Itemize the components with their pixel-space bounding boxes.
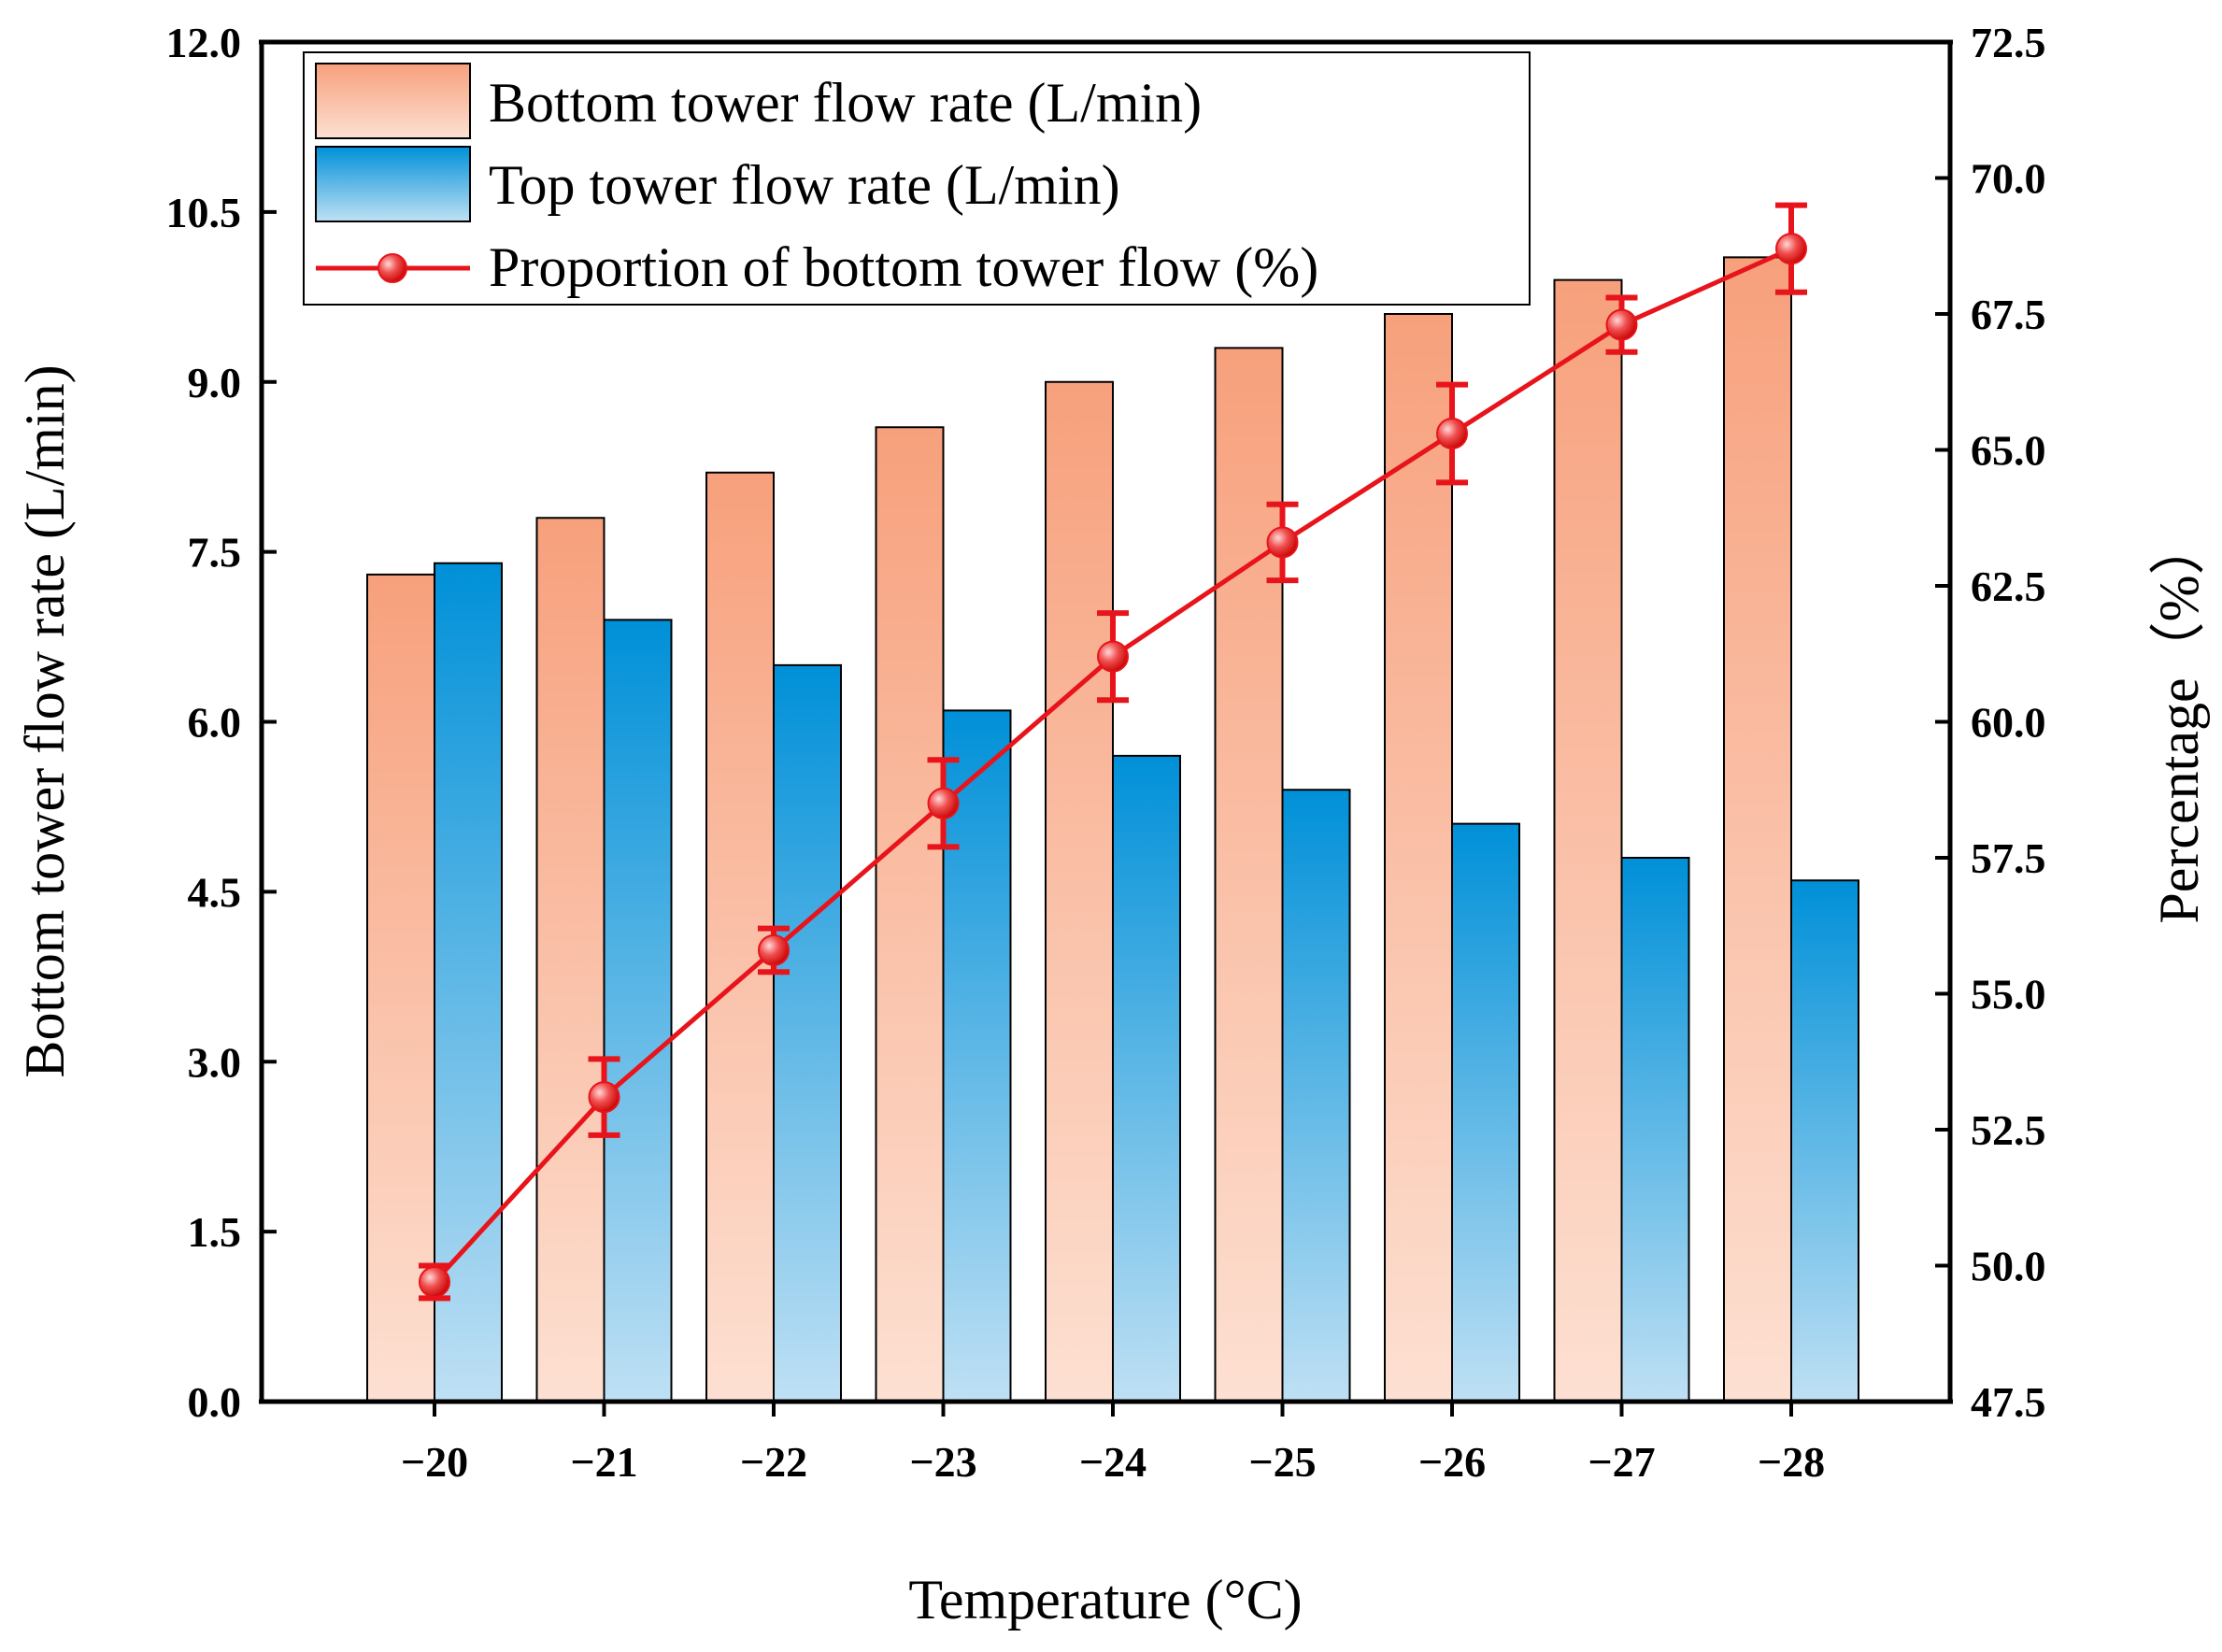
proportion-point-0 bbox=[419, 1265, 450, 1298]
proportion-point-2 bbox=[758, 933, 790, 966]
bar-top-7 bbox=[1620, 857, 1690, 1403]
bar-bottom-5 bbox=[1214, 347, 1284, 1403]
x-tick-label-6: −26 bbox=[1418, 1438, 1486, 1486]
left-y-axis-title: Bottom tower flow rate (L/min) bbox=[14, 364, 76, 1077]
right-tick-label-7: 65.0 bbox=[1971, 427, 2046, 475]
bar-top-2 bbox=[773, 663, 842, 1403]
right-tick-label-2: 52.5 bbox=[1971, 1106, 2046, 1154]
bar-bottom-4 bbox=[1045, 380, 1114, 1403]
proportion-point-5 bbox=[1266, 526, 1299, 559]
x-tick-label-7: −27 bbox=[1588, 1438, 1655, 1486]
top-flow-bars bbox=[434, 562, 1859, 1403]
left-tick-label-4: 6.0 bbox=[188, 699, 242, 747]
bar-bottom-2 bbox=[705, 471, 775, 1403]
x-tick-label-2: −22 bbox=[740, 1438, 807, 1486]
bar-top-0 bbox=[434, 562, 503, 1403]
proportion-point-6 bbox=[1436, 418, 1468, 450]
proportion-point-3 bbox=[927, 787, 960, 819]
left-y-ticks: 0.0 1.5 3.0 4.5 6.0 7.5 9.0 10.5 12.0 bbox=[166, 19, 277, 1426]
right-tick-label-8: 67.5 bbox=[1971, 291, 2046, 338]
bar-bottom-7 bbox=[1553, 278, 1623, 1403]
bar-bottom-6 bbox=[1384, 313, 1453, 1403]
left-tick-label-1: 1.5 bbox=[188, 1208, 242, 1256]
x-tick-label-0: −20 bbox=[401, 1438, 468, 1486]
bar-top-8 bbox=[1790, 879, 1859, 1403]
x-tick-label-5: −25 bbox=[1248, 1438, 1316, 1486]
bar-top-6 bbox=[1451, 822, 1520, 1403]
bar-bottom-1 bbox=[535, 517, 605, 1403]
right-y-ticks: 47.5 50.0 52.5 55.0 57.5 60.0 62.5 65.0 67.5 70.0… bbox=[1935, 19, 2046, 1426]
right-tick-label-6: 62.5 bbox=[1971, 563, 2046, 610]
right-y-axis-title: Percentage（%） bbox=[2148, 519, 2210, 923]
proportion-point-4 bbox=[1097, 640, 1129, 673]
x-tick-label-3: −23 bbox=[909, 1438, 976, 1486]
bar-top-1 bbox=[603, 619, 673, 1403]
left-tick-label-8: 12.0 bbox=[166, 19, 242, 66]
left-tick-label-7: 10.5 bbox=[166, 189, 242, 236]
left-tick-label-5: 7.5 bbox=[188, 529, 242, 577]
right-tick-label-9: 70.0 bbox=[1971, 155, 2046, 203]
proportion-point-1 bbox=[588, 1081, 620, 1114]
legend: Bottom tower flow rate (L/min) Top tower… bbox=[303, 51, 1531, 306]
legend-label-proportion: Proportion of bottom tower flow (%) bbox=[489, 236, 1318, 298]
left-tick-label-3: 4.5 bbox=[188, 868, 242, 916]
proportion-point-7 bbox=[1605, 308, 1638, 341]
bar-top-3 bbox=[942, 709, 1012, 1403]
proportion-point-8 bbox=[1775, 233, 1807, 265]
legend-marker-proportion bbox=[377, 253, 407, 283]
legend-swatch-bottom bbox=[315, 63, 471, 139]
legend-swatch-top bbox=[315, 146, 471, 222]
legend-label-bottom: Bottom tower flow rate (L/min) bbox=[489, 72, 1202, 134]
right-tick-label-10: 72.5 bbox=[1971, 19, 2046, 66]
right-tick-label-1: 50.0 bbox=[1971, 1243, 2046, 1290]
left-tick-label-2: 3.0 bbox=[188, 1038, 242, 1086]
x-tick-label-8: −28 bbox=[1758, 1438, 1825, 1486]
legend-box bbox=[303, 51, 1531, 306]
legend-label-top: Top tower flow rate (L/min) bbox=[489, 154, 1120, 216]
proportion-line-series bbox=[419, 202, 1807, 1302]
right-tick-label-3: 55.0 bbox=[1971, 971, 2046, 1018]
bar-top-5 bbox=[1281, 789, 1351, 1403]
bar-bottom-8 bbox=[1723, 256, 1792, 1403]
right-tick-label-4: 57.5 bbox=[1971, 834, 2046, 882]
left-tick-label-6: 9.0 bbox=[188, 359, 242, 406]
right-tick-label-0: 47.5 bbox=[1971, 1378, 2046, 1426]
bottom-flow-bars bbox=[366, 256, 1792, 1403]
bar-top-4 bbox=[1112, 754, 1181, 1403]
right-tick-label-5: 60.0 bbox=[1971, 699, 2046, 747]
x-ticks: −20 −21 −22 −23 −24 −25 −26 −27 −28 bbox=[401, 1402, 1825, 1486]
left-tick-label-0: 0.0 bbox=[188, 1378, 242, 1426]
bar-bottom-3 bbox=[875, 426, 945, 1403]
x-tick-label-1: −21 bbox=[570, 1438, 637, 1486]
x-tick-label-4: −24 bbox=[1079, 1438, 1147, 1486]
x-axis-title: Temperature (°C) bbox=[908, 1569, 1302, 1631]
